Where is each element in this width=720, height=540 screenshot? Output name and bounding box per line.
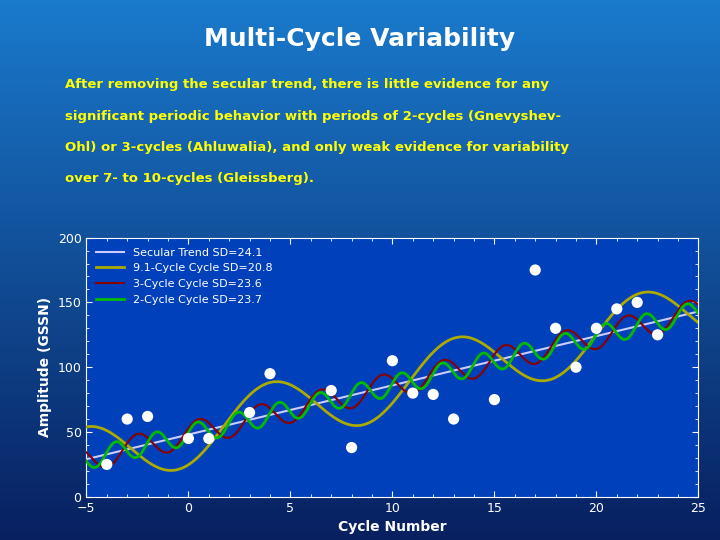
Point [122, 415, 133, 423]
Point [652, 330, 663, 339]
Y-axis label: Amplitude (GSSN): Amplitude (GSSN) [38, 297, 52, 437]
Point [203, 434, 215, 443]
X-axis label: Cycle Number: Cycle Number [338, 520, 446, 534]
Point [325, 386, 337, 395]
Text: After removing the secular trend, there is little evidence for any: After removing the secular trend, there … [65, 78, 549, 91]
Point [264, 369, 276, 378]
Point [407, 389, 418, 397]
Point [489, 395, 500, 404]
Point [183, 434, 194, 443]
Point [346, 443, 357, 452]
Point [244, 408, 256, 417]
Text: significant periodic behavior with periods of 2-cycles (Gnevyshev-: significant periodic behavior with perio… [65, 110, 561, 123]
Text: Ohl) or 3-cycles (Ahluwalia), and only weak evidence for variability: Ohl) or 3-cycles (Ahluwalia), and only w… [65, 141, 569, 154]
Point [387, 356, 398, 365]
Point [631, 298, 643, 307]
Point [550, 324, 562, 333]
Point [590, 324, 602, 333]
Legend: Secular Trend SD=24.1, 9.1-Cycle Cycle SD=20.8, 3-Cycle Cycle SD=23.6, 2-Cycle C: Secular Trend SD=24.1, 9.1-Cycle Cycle S… [92, 243, 277, 309]
Text: Multi-Cycle Variability: Multi-Cycle Variability [204, 27, 516, 51]
Point [529, 266, 541, 274]
Point [448, 415, 459, 423]
Point [101, 460, 112, 469]
Point [570, 363, 582, 372]
Point [428, 390, 439, 399]
Point [142, 412, 153, 421]
Text: over 7- to 10-cycles (Gleissberg).: over 7- to 10-cycles (Gleissberg). [65, 172, 314, 185]
Point [611, 305, 623, 313]
